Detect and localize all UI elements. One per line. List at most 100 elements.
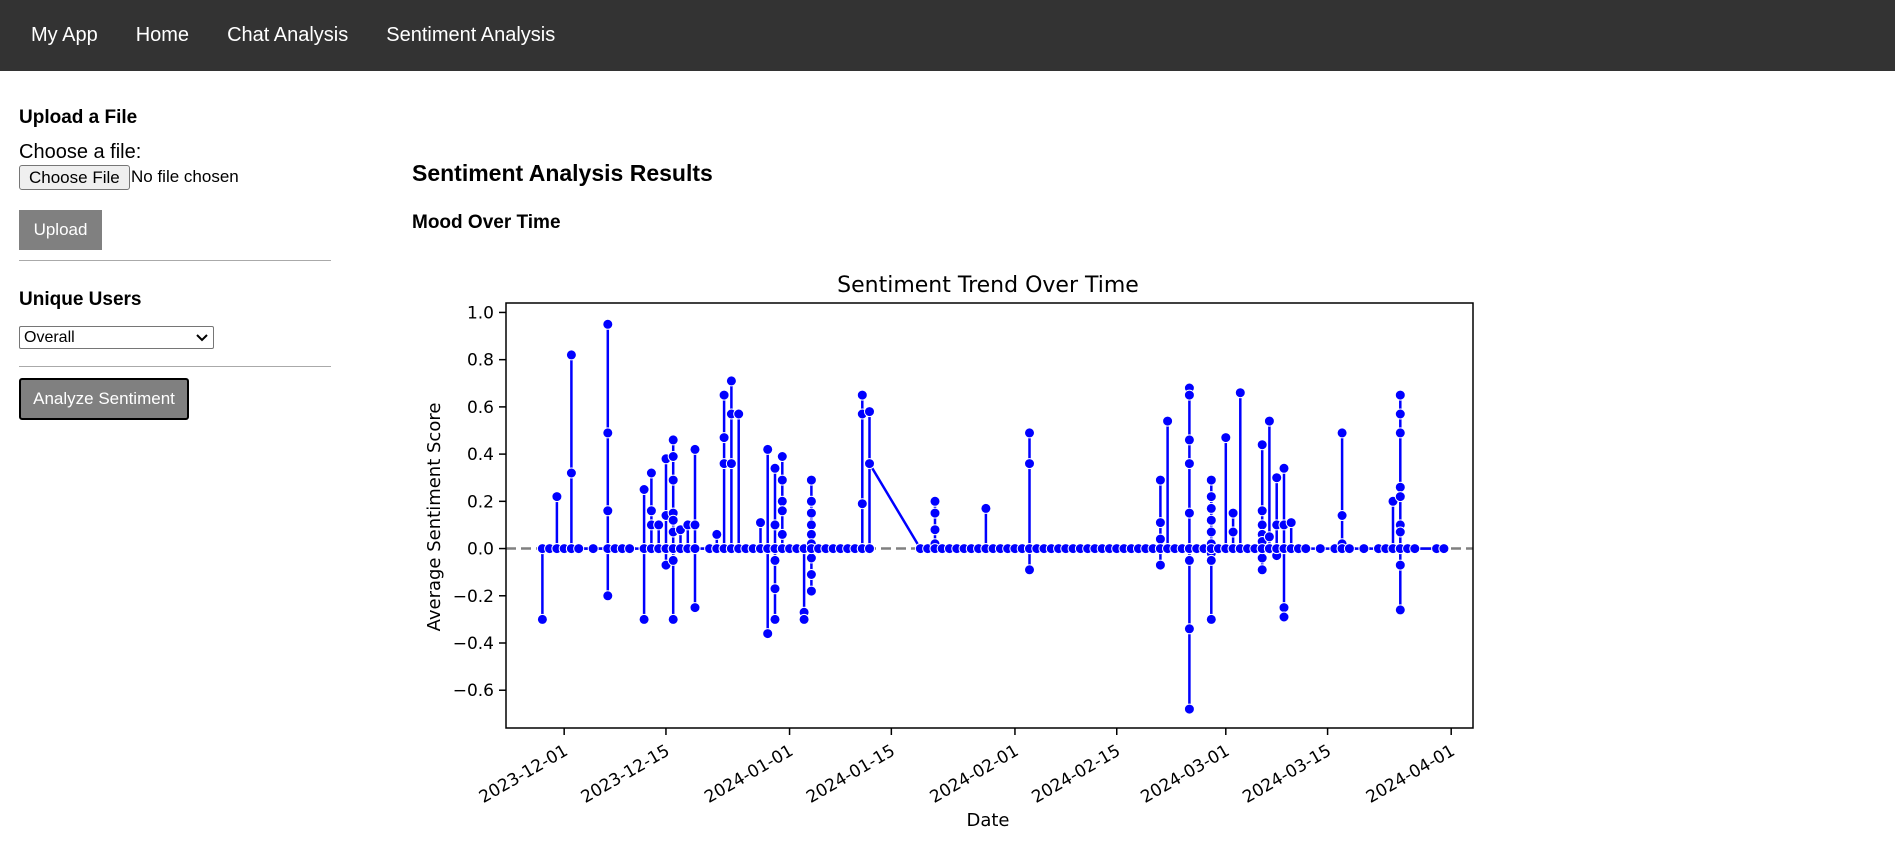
data-point bbox=[929, 495, 941, 507]
data-point bbox=[1409, 543, 1421, 555]
nav-brand[interactable]: My App bbox=[31, 24, 98, 46]
data-point bbox=[805, 495, 817, 507]
data-point bbox=[1183, 434, 1195, 446]
data-point bbox=[805, 585, 817, 597]
x-tick-label: 2024-02-15 bbox=[1028, 741, 1124, 808]
file-status: No file chosen bbox=[131, 167, 239, 186]
data-point bbox=[645, 505, 657, 517]
data-point bbox=[1205, 502, 1217, 514]
data-point bbox=[1263, 531, 1275, 543]
y-tick-label: 0.4 bbox=[467, 445, 494, 465]
data-point bbox=[1227, 526, 1239, 538]
data-point bbox=[1256, 552, 1268, 564]
x-tick-label: 2024-03-15 bbox=[1239, 741, 1335, 808]
data-point bbox=[769, 583, 781, 595]
data-point bbox=[1205, 474, 1217, 486]
data-point bbox=[1256, 439, 1268, 451]
data-point bbox=[1162, 415, 1174, 427]
data-point bbox=[667, 613, 679, 625]
data-point bbox=[1271, 472, 1283, 484]
data-point bbox=[1256, 519, 1268, 531]
data-point bbox=[718, 432, 730, 444]
analyze-sentiment-button[interactable]: Analyze Sentiment bbox=[19, 378, 189, 420]
nav-item-sentiment-analysis[interactable]: Sentiment Analysis bbox=[386, 24, 556, 46]
series-layer bbox=[536, 318, 1450, 715]
data-point bbox=[929, 507, 941, 519]
data-point bbox=[711, 528, 723, 540]
data-point bbox=[1394, 408, 1406, 420]
data-point bbox=[1024, 458, 1035, 470]
data-point bbox=[856, 389, 868, 401]
x-tick-label: 2024-03-01 bbox=[1138, 741, 1234, 808]
data-point bbox=[1336, 510, 1348, 521]
data-point bbox=[1394, 427, 1406, 439]
data-point bbox=[1205, 554, 1217, 566]
data-point bbox=[805, 528, 817, 540]
data-point bbox=[856, 498, 868, 510]
data-point bbox=[1358, 543, 1370, 555]
data-point bbox=[667, 514, 679, 526]
data-point bbox=[755, 517, 766, 529]
data-point bbox=[776, 528, 788, 540]
data-point bbox=[1220, 432, 1232, 444]
data-point bbox=[536, 613, 548, 625]
data-point bbox=[689, 519, 701, 531]
data-point bbox=[1394, 389, 1406, 401]
user-select[interactable]: Overall bbox=[19, 326, 214, 349]
data-point bbox=[667, 451, 679, 462]
upload-button[interactable]: Upload bbox=[19, 210, 102, 250]
data-point bbox=[602, 505, 614, 517]
data-point bbox=[864, 543, 875, 555]
upload-heading: Upload a File bbox=[19, 107, 138, 128]
data-point bbox=[1278, 462, 1290, 474]
x-tick-label: 2024-02-01 bbox=[927, 741, 1023, 808]
chevron-down-icon bbox=[196, 334, 208, 342]
data-point bbox=[929, 524, 941, 536]
data-point bbox=[689, 602, 701, 614]
data-point bbox=[776, 451, 788, 462]
data-point bbox=[1205, 491, 1217, 503]
data-point bbox=[769, 554, 781, 566]
data-point bbox=[645, 467, 657, 479]
data-point bbox=[1183, 703, 1195, 715]
y-tick-label: −0.6 bbox=[453, 681, 494, 701]
data-point bbox=[1394, 559, 1406, 571]
data-point bbox=[1256, 564, 1268, 576]
data-point bbox=[602, 590, 614, 602]
data-point bbox=[805, 507, 817, 519]
data-point bbox=[689, 443, 701, 455]
data-point bbox=[1205, 526, 1217, 538]
unique-users-heading: Unique Users bbox=[19, 289, 142, 310]
nav-item-home[interactable]: Home bbox=[135, 24, 190, 46]
data-point bbox=[769, 613, 781, 625]
sidebar-divider bbox=[19, 260, 331, 261]
y-tick-label: −0.4 bbox=[453, 634, 494, 654]
data-point bbox=[1343, 543, 1355, 555]
data-point bbox=[762, 443, 774, 455]
data-point bbox=[1183, 458, 1195, 470]
data-point bbox=[1154, 474, 1166, 486]
x-tick-label: 2023-12-01 bbox=[476, 741, 572, 808]
y-tick-label: 1.0 bbox=[467, 303, 494, 323]
data-point bbox=[1278, 602, 1290, 614]
plot-area bbox=[505, 302, 1474, 729]
data-point bbox=[805, 552, 817, 564]
data-point bbox=[776, 505, 788, 517]
data-point bbox=[1205, 514, 1217, 526]
x-tick-label: 2023-12-15 bbox=[578, 741, 674, 808]
data-point bbox=[1285, 517, 1297, 529]
data-point bbox=[1394, 481, 1406, 493]
y-tick-label: 0.8 bbox=[467, 351, 494, 371]
data-point bbox=[776, 474, 788, 486]
data-point bbox=[1314, 543, 1326, 555]
data-point bbox=[805, 519, 817, 531]
data-point bbox=[1438, 543, 1450, 555]
data-point bbox=[624, 543, 636, 555]
data-point bbox=[1263, 415, 1275, 427]
data-point bbox=[718, 389, 730, 401]
x-tick-label: 2024-04-01 bbox=[1363, 741, 1459, 808]
choose-file-button[interactable]: Choose File bbox=[19, 165, 130, 190]
nav-item-chat-analysis[interactable]: Chat Analysis bbox=[227, 24, 349, 46]
data-point bbox=[638, 484, 650, 495]
